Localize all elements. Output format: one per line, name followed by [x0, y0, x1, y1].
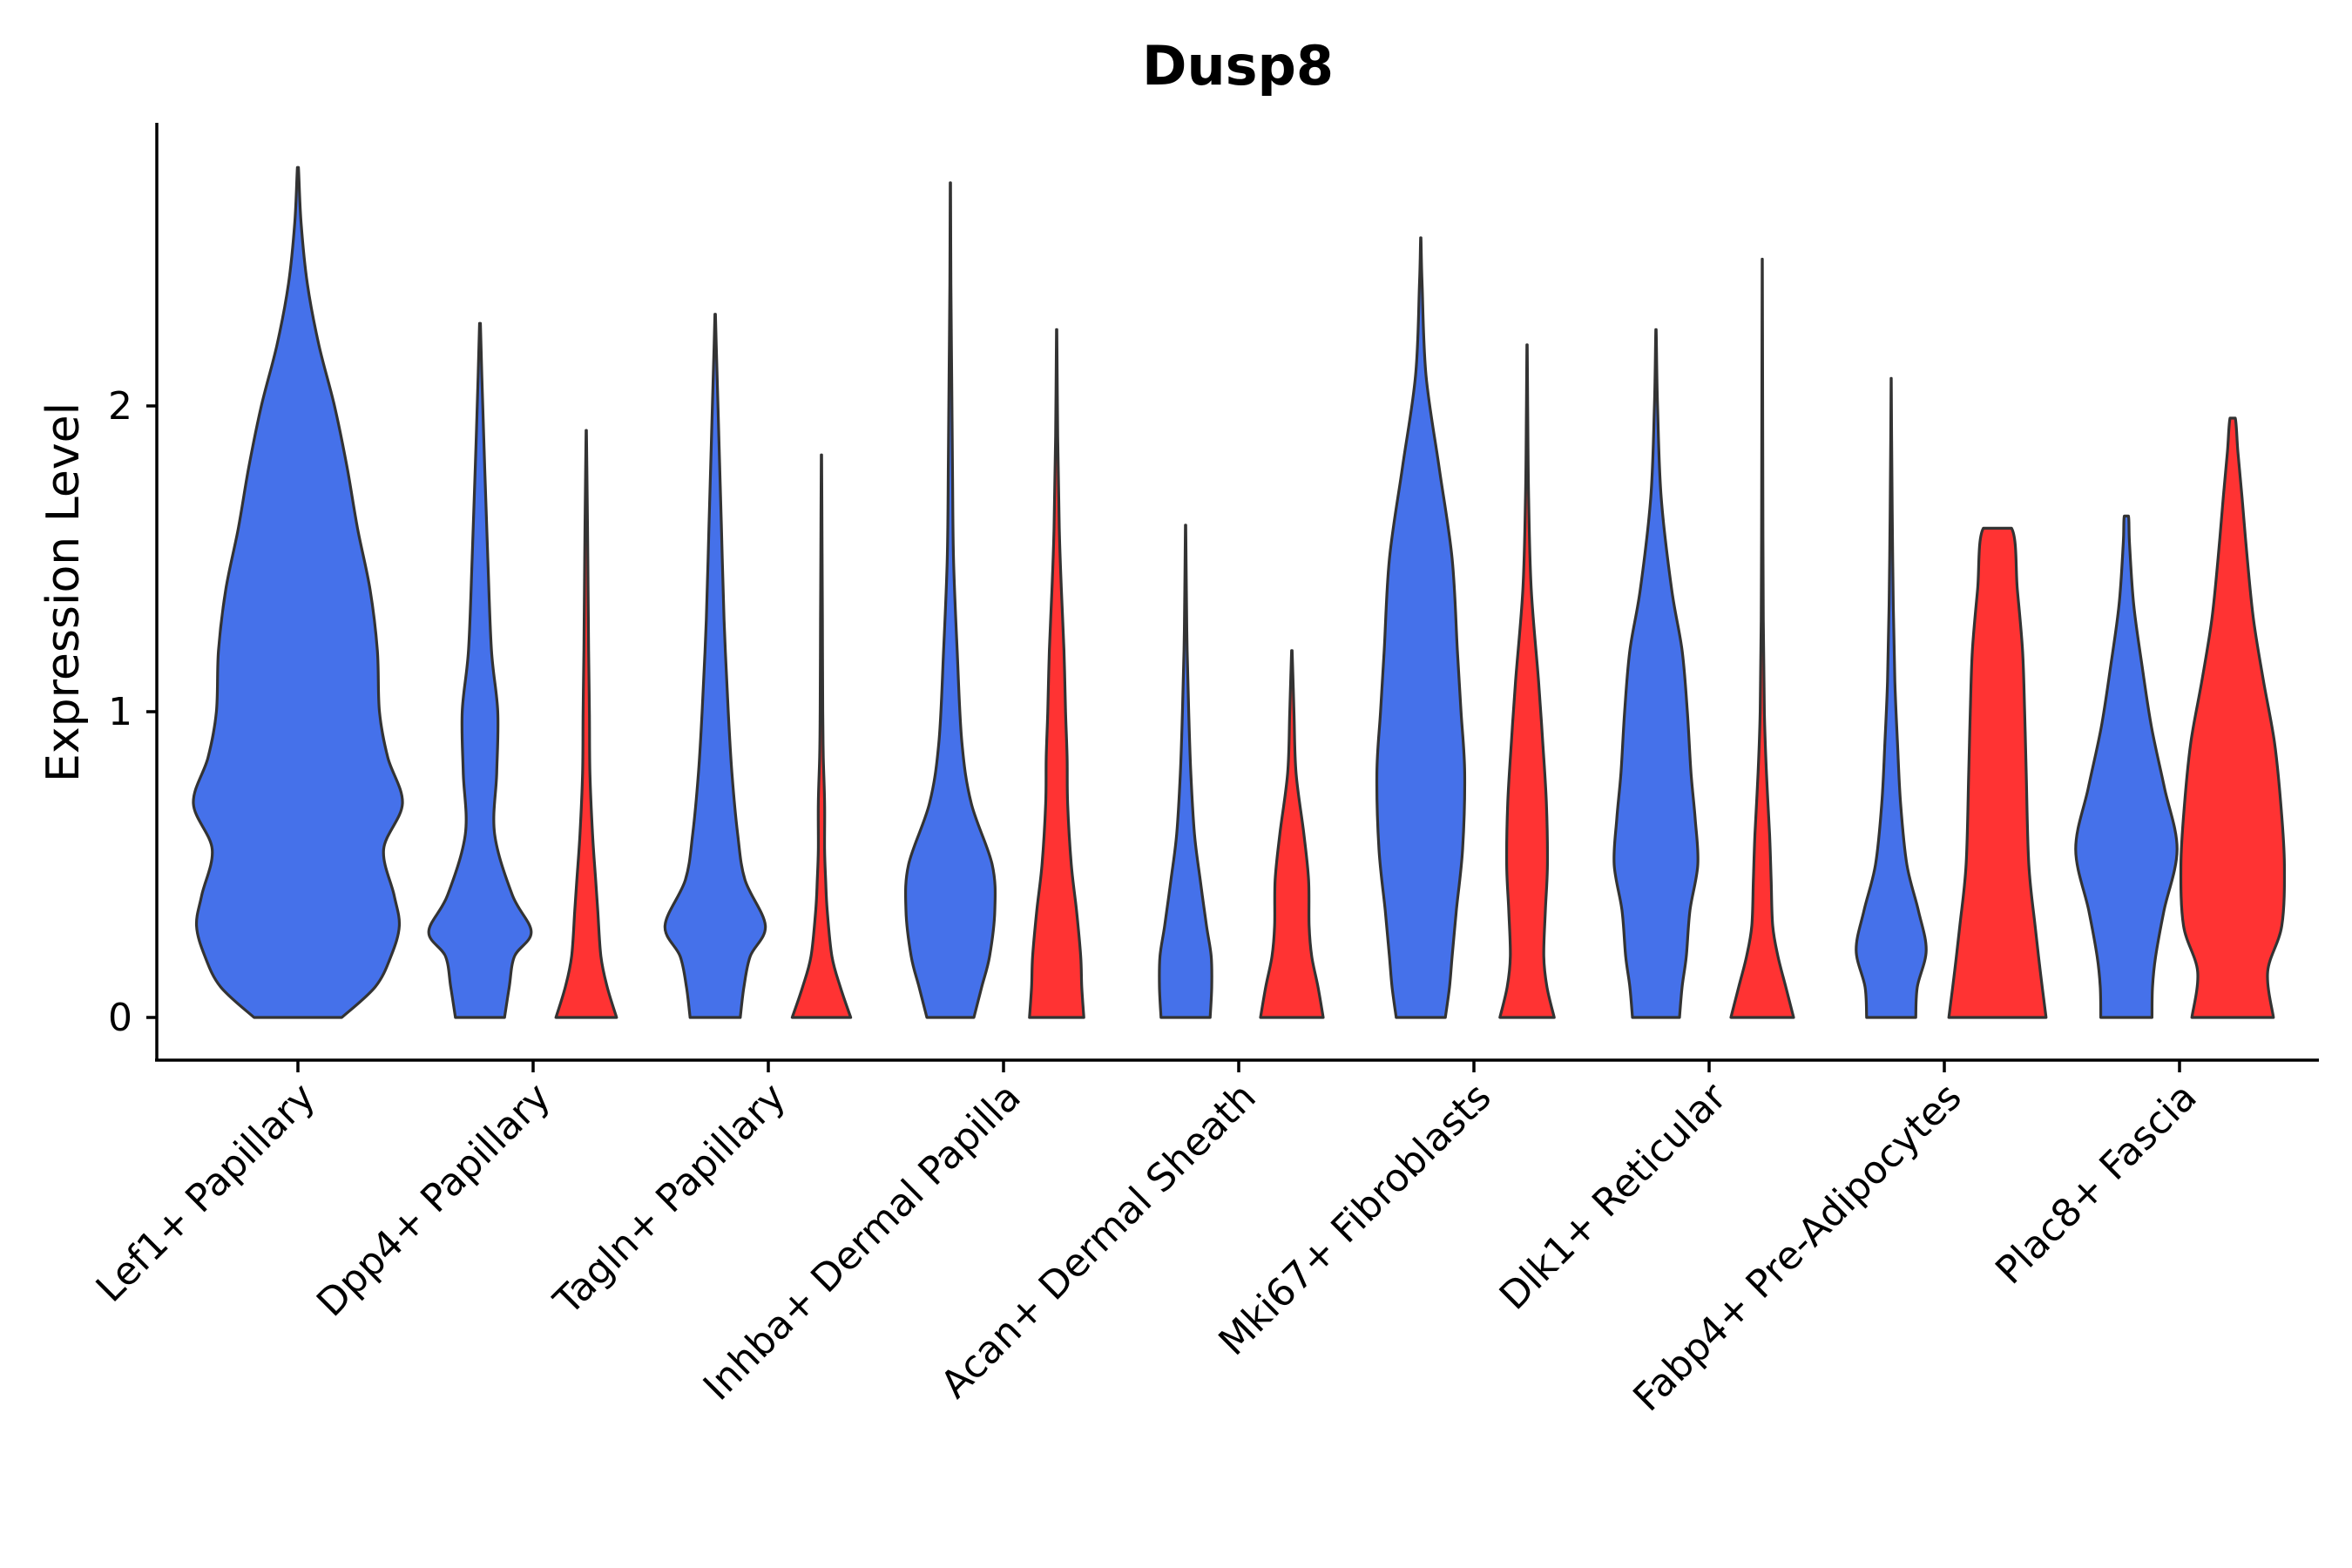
- violin-dlk1-reticular-group-0: [1612, 328, 1700, 1019]
- axes: [155, 123, 2319, 1062]
- violin-dlk1-reticular-group-1: [1729, 257, 1795, 1019]
- violin-mki67-fibroblasts-group-1: [1498, 343, 1556, 1019]
- violin-dpp4-papillary-group-0: [427, 321, 533, 1019]
- violin-plac8-fascia-group-1: [2179, 416, 2287, 1019]
- x-category-label: Plac8+ Fascia: [1987, 1075, 2206, 1294]
- violin-plac8-fascia-group-0: [2074, 514, 2179, 1019]
- x-category-label: Tagln+ Papillary: [545, 1075, 794, 1324]
- violin-acan-dermal-sheath-group-0: [1158, 524, 1213, 1019]
- y-tick-label: 2: [108, 384, 132, 429]
- violin-mki67-fibroblasts-group-0: [1375, 236, 1467, 1019]
- x-category-label: Dpp4+ Papillary: [308, 1075, 559, 1326]
- violin-tagln-papillary-group-1: [790, 453, 853, 1019]
- violins: [192, 166, 2287, 1019]
- violin-dpp4-papillary-group-1: [554, 429, 618, 1019]
- violin-acan-dermal-sheath-group-1: [1259, 649, 1325, 1019]
- violin-lef1-papillary-group-0: [192, 166, 404, 1019]
- x-category-label: Lef1+ Papillary: [88, 1075, 324, 1311]
- violin-tagln-papillary-group-0: [663, 313, 767, 1019]
- y-tick-label: 0: [108, 996, 132, 1040]
- y-ticks: 0 1 2: [108, 384, 157, 1040]
- violin-fabp4-pre-adipocytes-group-0: [1855, 376, 1928, 1019]
- y-tick-label: 1: [108, 690, 132, 734]
- y-axis-label: Expression Level: [37, 402, 90, 782]
- violin-fabp4-pre-adipocytes-group-1: [1947, 526, 2048, 1019]
- chart-title: Dusp8: [1142, 34, 1334, 98]
- x-category-label: Dlk1+ Reticular: [1491, 1074, 1736, 1319]
- x-category-label: Mki67+ Fibroblasts: [1210, 1075, 1499, 1364]
- violin-inhba-dermal-papilla-group-1: [1028, 328, 1085, 1019]
- violin-inhba-dermal-papilla-group-0: [903, 181, 997, 1019]
